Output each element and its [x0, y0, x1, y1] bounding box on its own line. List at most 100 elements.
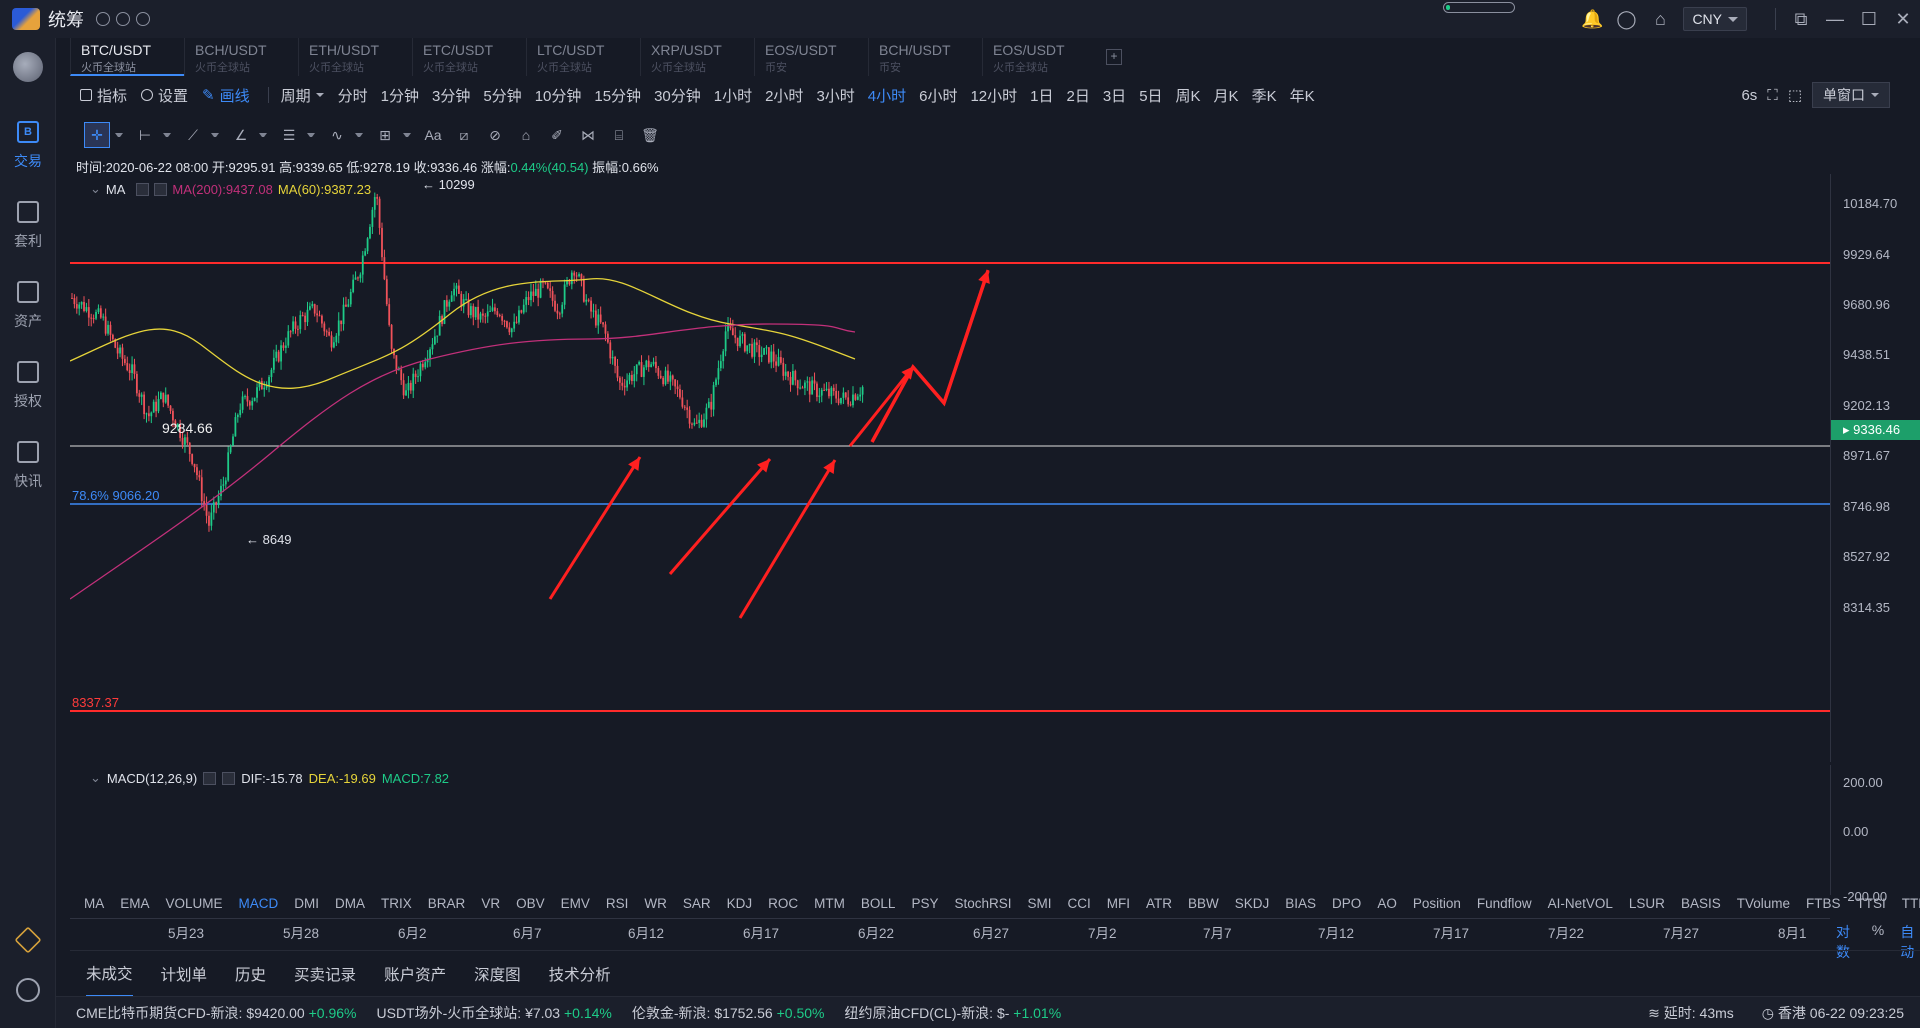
tab-etc-usdt[interactable]: ETC/USDT 火币全球站	[412, 38, 526, 76]
indicator-option[interactable]: SMI	[1027, 896, 1052, 911]
collapse-chevron-icon[interactable]: ⌄	[90, 181, 101, 196]
minimize-icon[interactable]: —	[1826, 8, 1844, 29]
sidebar-item-trade[interactable]: B 交易	[0, 106, 56, 186]
candlestick-chart[interactable]: ← 10299 ← 8649 9284.66 78.6% 9066.20 8337.37	[70, 174, 1830, 762]
horizontal-line-tool-icon[interactable]: ⊢	[138, 126, 152, 143]
indicator-option[interactable]: OBV	[516, 896, 545, 911]
pattern-tool-icon[interactable]: ⋈	[581, 126, 595, 143]
fullscreen-icon[interactable]: ⛶	[1767, 86, 1778, 104]
close-icon[interactable]: ✕	[1895, 8, 1911, 29]
bottom-tab[interactable]: 计划单	[160, 966, 208, 984]
indicator-option[interactable]: MA	[84, 896, 105, 911]
macd-close-icon[interactable]	[222, 771, 236, 785]
indicator-option[interactable]: VR	[481, 896, 501, 911]
vip-diamond-icon[interactable]	[14, 926, 42, 954]
price-axis[interactable]: 10184.70 9929.64 9680.96 9438.51 9202.13 8971…	[1830, 174, 1920, 762]
period-option[interactable]: 年K	[1289, 87, 1315, 105]
angle-tool-icon[interactable]: ∠	[234, 126, 248, 143]
snapshot-icon[interactable]: ⬚	[1787, 87, 1802, 104]
chevron-down-icon[interactable]	[115, 133, 123, 137]
bottom-tab[interactable]: 深度图	[474, 966, 521, 984]
phone-icon[interactable]	[136, 12, 150, 26]
period-option[interactable]: 2日	[1066, 87, 1090, 105]
indicator-option[interactable]: SAR	[682, 896, 711, 911]
chat-icon[interactable]: ◯	[1616, 8, 1637, 29]
chevron-down-icon[interactable]	[403, 133, 411, 137]
chevron-down-icon[interactable]	[163, 133, 171, 137]
percent-scale-toggle[interactable]: %	[1871, 922, 1885, 938]
indicator-option[interactable]: ATR	[1146, 896, 1172, 911]
period-option[interactable]: 月K	[1213, 87, 1239, 105]
indicator-option[interactable]: BOLL	[860, 896, 896, 911]
magnet-tool-icon[interactable]: ⊘	[489, 126, 501, 143]
indicator-option[interactable]: LSUR	[1628, 896, 1665, 911]
bottom-tab[interactable]: 历史	[235, 966, 267, 984]
crosshair-tool-icon[interactable]: ✛	[84, 122, 110, 148]
tab-eos-usdt-binance[interactable]: EOS/USDT 币安	[754, 38, 868, 76]
sidebar-item-assets[interactable]: 资产	[0, 266, 56, 346]
tab-ltc-usdt[interactable]: LTC/USDT 火币全球站	[526, 38, 640, 76]
indicator-option[interactable]: DMA	[335, 896, 366, 911]
indicator-option[interactable]: VOLUME	[165, 896, 223, 911]
auto-scale-toggle[interactable]: 自动	[1900, 924, 1915, 960]
indicator-option[interactable]: Position	[1412, 896, 1461, 911]
indicator-option[interactable]: PSY	[911, 896, 939, 911]
period-option[interactable]: 5日	[1139, 87, 1163, 105]
settings-button[interactable]: 设置	[141, 85, 188, 106]
chevron-down-icon[interactable]	[307, 133, 315, 137]
indicator-option[interactable]: BBW	[1188, 896, 1219, 911]
period-option[interactable]: 3日	[1102, 87, 1127, 105]
indicator-option[interactable]: AI-NetVOL	[1547, 896, 1613, 911]
period-option[interactable]: 分时	[337, 87, 368, 105]
chevron-down-icon[interactable]	[211, 133, 219, 137]
period-option[interactable]: 2小时	[765, 87, 804, 105]
indicator-option[interactable]: MFI	[1106, 896, 1130, 911]
indicator-option[interactable]: DMI	[294, 896, 320, 911]
tab-bch-usdt[interactable]: BCH/USDT 火币全球站	[184, 38, 298, 76]
period-option[interactable]: 1日	[1030, 87, 1054, 105]
trend-line-tool-icon[interactable]: ⟋	[188, 126, 198, 143]
indicator-option[interactable]: MACD	[238, 896, 279, 911]
currency-select[interactable]: CNY	[1683, 7, 1747, 31]
indicator-option[interactable]: BRAR	[427, 896, 466, 911]
draw-button[interactable]: ✎ 画线	[202, 85, 250, 106]
tab-xrp-usdt[interactable]: XRP/USDT 火币全球站	[640, 38, 754, 76]
measure-tool-icon[interactable]: ⧄	[459, 126, 469, 143]
pause-icon[interactable]	[96, 12, 110, 26]
period-option[interactable]: 12小时	[970, 87, 1018, 105]
period-option[interactable]: 周K	[1175, 87, 1201, 105]
indicator-option[interactable]: TRIX	[381, 896, 412, 911]
period-option[interactable]: 4小时	[867, 87, 907, 105]
indicator-option[interactable]: ROC	[768, 896, 799, 911]
tab-bch-usdt-binance[interactable]: BCH/USDT 币安	[868, 38, 982, 76]
tab-eth-usdt[interactable]: ETH/USDT 火币全球站	[298, 38, 412, 76]
sidebar-item-arbitrage[interactable]: 套利	[0, 186, 56, 266]
period-option[interactable]: 6小时	[919, 87, 958, 105]
fib-tool-icon[interactable]: ☰	[282, 126, 296, 143]
indicator-option[interactable]: TVolume	[1736, 896, 1790, 911]
indicator-option[interactable]: CCI	[1067, 896, 1091, 911]
shield-icon[interactable]	[116, 12, 130, 26]
indicator-option[interactable]: RSI	[605, 896, 629, 911]
refresh-interval[interactable]: 6s	[1741, 86, 1758, 104]
ruler-tool-icon[interactable]: ⌂	[521, 127, 531, 143]
period-option[interactable]: 季K	[1251, 87, 1277, 105]
bottom-tab[interactable]: 未成交	[86, 951, 133, 997]
popout-icon[interactable]: ⧉	[1794, 8, 1808, 29]
text-tool-icon[interactable]: Aa	[424, 127, 442, 143]
indicator-option[interactable]: TTMU	[1901, 896, 1920, 911]
bell-icon[interactable]: 🔔	[1581, 8, 1604, 29]
settings-gear-icon[interactable]	[16, 978, 40, 1002]
period-option[interactable]: 1分钟	[380, 87, 419, 105]
add-tab-button[interactable]: +	[1106, 49, 1122, 65]
log-scale-toggle[interactable]: 对数	[1836, 924, 1850, 960]
wave-tool-icon[interactable]: ∿	[331, 126, 343, 143]
period-option[interactable]: 1小时	[713, 87, 753, 105]
period-option[interactable]: 10分钟	[534, 87, 582, 105]
indicator-option[interactable]: FTBS	[1806, 896, 1841, 911]
period-option[interactable]: 5分钟	[483, 87, 522, 105]
indicator-option[interactable]: BIAS	[1285, 896, 1317, 911]
macd-settings-icon[interactable]	[203, 771, 217, 785]
indicator-option[interactable]: EMA	[120, 896, 150, 911]
bottom-tab[interactable]: 买卖记录	[294, 966, 357, 984]
